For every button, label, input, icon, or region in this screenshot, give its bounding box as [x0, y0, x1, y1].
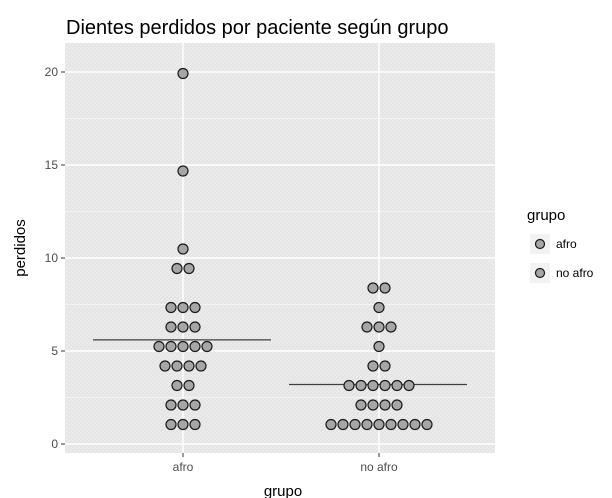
data-point	[367, 360, 379, 372]
data-point	[355, 379, 367, 392]
y-tick-label: 0	[51, 437, 58, 451]
y-tick-label: 10	[45, 251, 59, 265]
data-point	[189, 418, 201, 431]
data-point	[165, 321, 177, 333]
legend-title: grupo	[527, 207, 565, 224]
data-point	[379, 360, 391, 372]
legend-key-marker	[534, 267, 546, 279]
data-point	[171, 379, 183, 392]
x-tick-label: afro	[173, 460, 194, 474]
data-point	[183, 360, 195, 372]
legend-label: afro	[556, 237, 577, 251]
x-axis: afro no afro	[173, 453, 398, 474]
data-point	[165, 418, 177, 431]
data-point	[361, 418, 373, 431]
data-point	[177, 67, 189, 80]
x-tick-label: no afro	[360, 460, 398, 474]
y-axis-title: perdidos	[12, 219, 29, 277]
data-point	[183, 262, 195, 275]
grid-major	[65, 43, 495, 453]
data-point	[171, 360, 183, 372]
data-point	[165, 340, 177, 353]
legend-label: no afro	[556, 266, 594, 280]
data-point	[171, 262, 183, 275]
legend-key-marker	[534, 238, 546, 250]
data-point	[373, 301, 385, 314]
data-point	[349, 418, 361, 431]
y-tick-label: 20	[45, 65, 59, 79]
data-point	[409, 418, 421, 431]
plot-panel	[65, 43, 495, 453]
data-point	[165, 399, 177, 411]
chart-title: Dientes perdidos por paciente según grup…	[66, 17, 448, 39]
data-point	[355, 399, 367, 411]
data-point	[379, 399, 391, 411]
data-point	[343, 379, 355, 392]
data-point	[373, 340, 385, 353]
data-point	[177, 399, 189, 411]
panel-background	[65, 43, 495, 453]
data-point	[165, 301, 177, 314]
data-point	[397, 418, 409, 431]
data-point	[177, 165, 189, 177]
legend-entries: afro no afro	[530, 234, 594, 283]
data-point	[189, 301, 201, 314]
data-point	[367, 399, 379, 411]
data-point	[373, 418, 385, 431]
data-point	[177, 340, 189, 353]
x-axis-title: grupo	[264, 483, 302, 498]
data-point	[177, 418, 189, 431]
data-point	[177, 321, 189, 333]
data-point	[367, 379, 379, 392]
data-point	[337, 418, 349, 431]
data-point	[385, 418, 397, 431]
data-point	[153, 340, 165, 353]
data-point	[201, 340, 213, 353]
data-point	[421, 418, 433, 431]
data-points	[153, 67, 433, 431]
y-axis: 0 5 10 15 20	[45, 65, 65, 451]
data-point	[367, 282, 379, 294]
data-point	[189, 340, 201, 353]
grid-minor	[65, 118, 495, 398]
data-point	[325, 418, 337, 431]
data-point	[373, 321, 385, 333]
legend: grupo afro no afro	[527, 207, 594, 283]
data-point	[159, 360, 171, 372]
data-point	[177, 301, 189, 314]
data-point	[379, 379, 391, 392]
y-tick-label: 15	[45, 158, 59, 172]
data-point	[189, 321, 201, 333]
data-point	[177, 243, 189, 255]
data-point	[361, 321, 373, 333]
y-tick-label: 5	[51, 344, 58, 358]
data-point	[379, 282, 391, 294]
data-point	[195, 360, 207, 372]
data-point	[391, 379, 403, 392]
data-point	[403, 379, 415, 392]
data-point	[385, 321, 397, 333]
data-point	[189, 399, 201, 411]
data-point	[183, 379, 195, 392]
data-point	[391, 399, 403, 411]
